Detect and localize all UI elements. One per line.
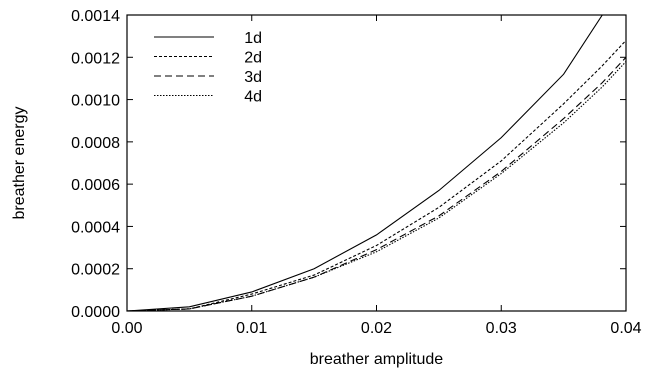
legend-label-2d: 2d (244, 50, 262, 67)
y-tick-label: 0.0008 (71, 135, 120, 152)
x-axis-title: breather amplitude (310, 351, 444, 368)
series-line-2d (127, 39, 626, 311)
series-line-3d (127, 56, 626, 311)
x-tick-label: 0.04 (610, 320, 641, 337)
series-lines (127, 15, 626, 311)
axis-ticks: 0.00 0.01 0.02 0.03 0.04 0.0000 0.0002 0.0004 0.… (71, 8, 642, 337)
y-tick-label: 0.0012 (71, 50, 120, 67)
y-tick-label: 0.0000 (71, 304, 120, 321)
legend-label-3d: 3d (244, 69, 262, 86)
y-tick-label: 0.0006 (71, 177, 120, 194)
plot-frame (126, 14, 627, 312)
series-line-4d (127, 61, 626, 311)
x-tick-label: 0.01 (236, 320, 267, 337)
y-tick-label: 0.0002 (71, 262, 120, 279)
x-tick-label: 0.03 (486, 320, 517, 337)
y-tick-label: 0.0014 (71, 8, 120, 25)
legend-label-4d: 4d (244, 89, 262, 106)
y-axis-title: breather energy (11, 107, 28, 220)
y-tick-label: 0.0004 (71, 219, 120, 236)
series-line-1d (127, 15, 603, 311)
legend: 1d 2d 3d 4d (154, 30, 262, 106)
x-tick-label: 0.00 (111, 320, 142, 337)
legend-label-1d: 1d (244, 30, 262, 47)
y-tick-label: 0.0010 (71, 93, 120, 110)
x-tick-label: 0.02 (361, 320, 392, 337)
